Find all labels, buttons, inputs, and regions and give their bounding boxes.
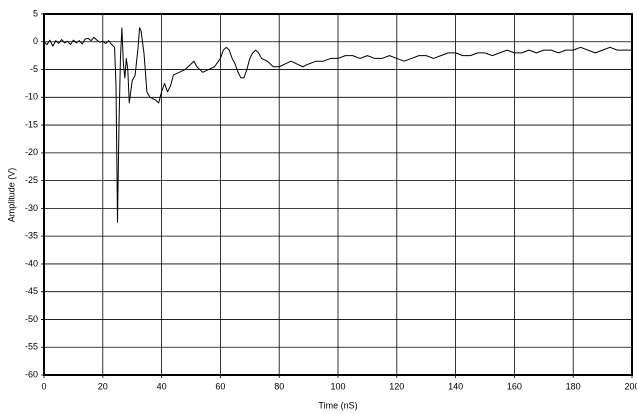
x-axis-label: Time (nS) xyxy=(318,400,357,410)
y-tick-label: -20 xyxy=(25,147,38,157)
y-tick-label: 0 xyxy=(33,36,38,46)
x-tick-label: 140 xyxy=(448,381,463,391)
y-tick-label: -60 xyxy=(25,369,38,379)
y-tick-label: 5 xyxy=(33,8,38,18)
x-tick-label: 100 xyxy=(330,381,345,391)
plot-border xyxy=(43,13,633,376)
y-tick-label: -50 xyxy=(25,314,38,324)
x-tick-label: 60 xyxy=(215,381,225,391)
data-line xyxy=(43,27,632,223)
y-tick-label: -35 xyxy=(25,231,38,241)
y-axis-label: Amplitude (V) xyxy=(6,168,16,223)
x-tick-label: 20 xyxy=(98,381,108,391)
y-tick-label: -55 xyxy=(25,342,38,352)
y-tick-label: -30 xyxy=(25,203,38,213)
y-tick-label: -15 xyxy=(25,119,38,129)
x-tick-label: 180 xyxy=(566,381,581,391)
y-tick-label: -25 xyxy=(25,175,38,185)
x-tick-label: 80 xyxy=(274,381,284,391)
x-tick-label: 200 xyxy=(624,381,637,391)
x-tick-label: 40 xyxy=(157,381,167,391)
x-tick-label: 0 xyxy=(41,381,46,391)
y-tick-label: -5 xyxy=(30,64,38,74)
y-tick-label: -40 xyxy=(25,258,38,268)
y-tick-label: -45 xyxy=(25,286,38,296)
x-tick-label: 120 xyxy=(389,381,404,391)
x-tick-label: 160 xyxy=(507,381,522,391)
y-tick-label: -10 xyxy=(25,92,38,102)
